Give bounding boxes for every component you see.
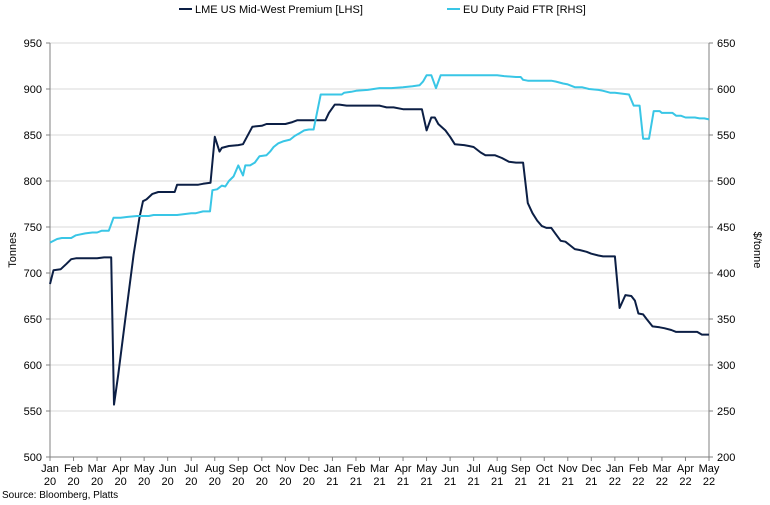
source-note: Source: Bloomberg, Platts — [2, 490, 119, 501]
x-tick-label-month: Jul — [184, 463, 198, 475]
y-left-tick-label: 550 — [24, 406, 42, 418]
x-tick-label-month: Jun — [441, 463, 459, 475]
x-tick-label-year: 21 — [468, 476, 480, 488]
x-tick-label-month: May — [134, 463, 155, 475]
x-tick-label-month: Aug — [205, 463, 225, 475]
x-tick-label-year: 21 — [420, 476, 432, 488]
x-tick-label-month: Nov — [276, 463, 296, 475]
x-tick-label-year: 20 — [44, 476, 56, 488]
x-tick-label-year: 20 — [138, 476, 150, 488]
x-tick-label-year: 22 — [632, 476, 644, 488]
x-tick-label-month: Apr — [112, 463, 129, 475]
x-tick-label-year: 20 — [232, 476, 244, 488]
x-tick-label-year: 21 — [562, 476, 574, 488]
x-tick-label-month: Apr — [394, 463, 411, 475]
legend-swatch-eu — [447, 8, 460, 11]
x-tick-label-month: Dec — [582, 463, 602, 475]
x-tick-label-year: 20 — [303, 476, 315, 488]
x-tick-label-month: Jan — [606, 463, 624, 475]
x-tick-label-year: 21 — [326, 476, 338, 488]
x-tick-label-month: Jun — [159, 463, 177, 475]
x-tick-label-month: Dec — [299, 463, 319, 475]
x-tick-label-year: 22 — [656, 476, 668, 488]
x-tick-label-year: 22 — [679, 476, 691, 488]
series-line-lme-us-midwest-premium — [49, 103, 709, 406]
y-left-tick-label: 950 — [24, 38, 42, 50]
y-left-tick-label: 800 — [24, 176, 42, 188]
y-left-tick-label: 500 — [24, 452, 42, 464]
y-right-tick-label: 200 — [717, 452, 735, 464]
x-tick-label-month: Jan — [324, 463, 342, 475]
x-tick-label-month: Aug — [487, 463, 507, 475]
y-axis-left-label: Tonnes — [7, 232, 19, 268]
legend-swatch-lme — [179, 8, 192, 11]
x-tick-label-year: 20 — [256, 476, 268, 488]
series-layer — [49, 74, 710, 406]
legend-item-lme: LME US Mid-West Premium [LHS] — [179, 4, 363, 16]
x-tick-label-month: Jan — [41, 463, 59, 475]
y-right-tick-label: 550 — [717, 130, 735, 142]
x-tick-label-month: Oct — [536, 463, 553, 475]
x-tick-label-year: 22 — [703, 476, 715, 488]
y-left-tick-label: 650 — [24, 314, 42, 326]
y-right-tick-label: 450 — [717, 222, 735, 234]
legend-label-eu: EU Duty Paid FTR [RHS] — [463, 4, 586, 16]
y-left-tick-label: 850 — [24, 130, 42, 142]
y-left-tick-label: 600 — [24, 360, 42, 372]
gridlines — [50, 42, 709, 412]
x-tick-label-month: Feb — [629, 463, 648, 475]
x-tick-label-month: Feb — [64, 463, 83, 475]
x-tick-label-month: Feb — [346, 463, 365, 475]
x-tick-label-year: 21 — [350, 476, 362, 488]
x-tick-label-year: 21 — [397, 476, 409, 488]
right-axis-ticks: 200 250 300 350 400 450 500 550 600 650 — [709, 38, 735, 464]
x-tick-label-month: May — [699, 463, 720, 475]
left-axis-ticks: 500 550 600 650 700 750 800 850 900 950 — [24, 38, 50, 464]
y-right-tick-label: 650 — [717, 38, 735, 50]
x-tick-label-year: 20 — [114, 476, 126, 488]
y-right-tick-label: 400 — [717, 268, 735, 280]
x-tick-label-year: 20 — [91, 476, 103, 488]
x-tick-label-year: 22 — [609, 476, 621, 488]
series-line-eu-duty-paid-ftr — [49, 74, 710, 244]
x-tick-label-month: Jul — [467, 463, 481, 475]
x-tick-label-month: Sep — [511, 463, 531, 475]
y-right-tick-label: 600 — [717, 84, 735, 96]
y-right-tick-label: 250 — [717, 406, 735, 418]
x-tick-label-year: 21 — [373, 476, 385, 488]
legend: LME US Mid-West Premium [LHS] EU Duty Pa… — [0, 4, 770, 20]
x-tick-label-year: 20 — [185, 476, 197, 488]
x-tick-label-month: Mar — [370, 463, 389, 475]
x-tick-label-year: 21 — [538, 476, 550, 488]
x-tick-label-year: 21 — [585, 476, 597, 488]
x-tick-label-year: 21 — [491, 476, 503, 488]
x-tick-label-month: Oct — [253, 463, 270, 475]
x-tick-label-year: 20 — [279, 476, 291, 488]
y-left-tick-label: 750 — [24, 222, 42, 234]
x-tick-label-year: 20 — [67, 476, 79, 488]
x-tick-label-year: 20 — [162, 476, 174, 488]
x-tick-label-month: Nov — [558, 463, 578, 475]
x-tick-label-month: Mar — [652, 463, 671, 475]
y-axis-right-label: $/tonne — [751, 232, 763, 269]
x-tick-label-month: May — [416, 463, 437, 475]
y-right-tick-label: 500 — [717, 176, 735, 188]
x-tick-label-month: Mar — [88, 463, 107, 475]
x-tick-label-month: Apr — [677, 463, 694, 475]
legend-label-lme: LME US Mid-West Premium [LHS] — [195, 4, 363, 16]
y-right-tick-label: 300 — [717, 360, 735, 372]
y-left-tick-label: 900 — [24, 84, 42, 96]
y-left-tick-label: 700 — [24, 268, 42, 280]
legend-item-eu: EU Duty Paid FTR [RHS] — [447, 4, 586, 16]
x-tick-label-year: 20 — [209, 476, 221, 488]
x-tick-label-year: 21 — [515, 476, 527, 488]
x-tick-label-year: 21 — [444, 476, 456, 488]
y-right-tick-label: 350 — [717, 314, 735, 326]
x-axis-ticks: Jan20Feb20Mar20Apr20May20Jun20Jul20Aug20… — [41, 457, 720, 488]
x-tick-label-month: Sep — [228, 463, 248, 475]
